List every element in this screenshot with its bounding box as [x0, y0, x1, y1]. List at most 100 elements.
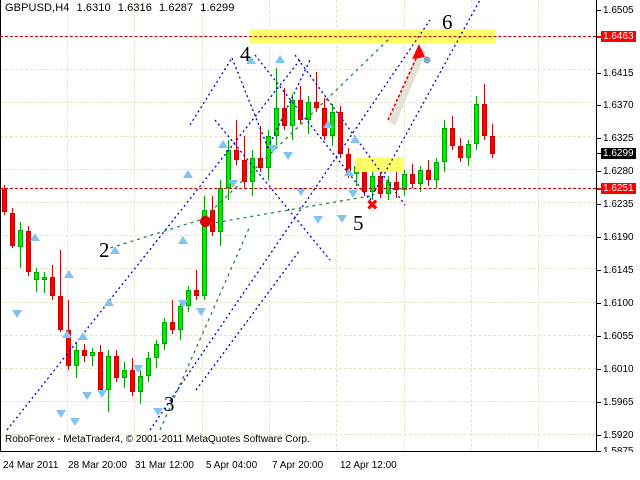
- green-dotted-1: [159, 225, 251, 431]
- price-axis-label: 1.6415: [603, 68, 634, 79]
- price-tick: [597, 237, 601, 238]
- time-axis-label: 12 Apr 12:00: [340, 460, 397, 471]
- candle-body: [170, 322, 175, 330]
- fractal-down-icon: [12, 310, 22, 318]
- candle-body: [186, 290, 191, 306]
- candle-body: [450, 128, 455, 146]
- pattern-label-2: 2: [99, 238, 110, 262]
- candle-wick: [236, 120, 237, 165]
- price-axis-label: 1.6190: [603, 232, 634, 243]
- fractal-up-icon: [62, 330, 72, 338]
- fractal-down-icon: [70, 418, 80, 426]
- gridline-horizontal: [0, 169, 596, 170]
- gridline-horizontal: [0, 235, 596, 236]
- price-tick: [597, 402, 601, 403]
- candle-body: [474, 104, 479, 144]
- price-tick: [597, 204, 601, 205]
- blue-down-2: [254, 54, 371, 201]
- price-scale[interactable]: 1.6505 1.6463 1.6415 1.6370 1.6325 1.6299 1.62…: [597, 0, 640, 457]
- candle-wick: [276, 68, 277, 146]
- level-price-label: 1.6251: [601, 183, 636, 194]
- candle-body: [466, 144, 471, 158]
- gridline-vertical: [269, 0, 270, 452]
- candle-body: [122, 370, 127, 378]
- price-tick: [597, 105, 601, 106]
- price-axis-label: 1.5920: [603, 430, 634, 441]
- green-dotted-2: [109, 219, 201, 249]
- chart-plot-area[interactable]: 2 3 4 5 6 ✖: [0, 0, 596, 452]
- fractal-down-icon: [82, 392, 92, 400]
- fractal-down-icon: [133, 365, 143, 373]
- gridline-vertical: [134, 0, 135, 452]
- fractal-up-icon: [183, 170, 193, 178]
- ohlc-value-2: 1.6316: [117, 2, 152, 14]
- candle-wick: [196, 270, 197, 300]
- candle-body: [114, 356, 119, 378]
- candle-body: [338, 112, 343, 154]
- inner-blue-up: [195, 249, 301, 391]
- gridline-horizontal: [0, 136, 596, 137]
- arrow-anchor-handle[interactable]: [423, 56, 431, 64]
- time-axis-label: 31 Mar 12:00: [135, 460, 194, 471]
- candle-body: [2, 189, 7, 212]
- time-axis-label: 24 Mar 2011: [3, 460, 59, 471]
- support-level: [0, 188, 596, 189]
- gridline-horizontal: [0, 268, 596, 269]
- candle-body: [82, 350, 87, 356]
- pattern-label-3: 3: [164, 392, 175, 416]
- candle-body: [418, 170, 423, 184]
- candle-body: [402, 174, 407, 190]
- price-tick: [597, 138, 601, 139]
- ohlc-value-4: 1.6299: [200, 2, 235, 14]
- candle-body: [442, 128, 447, 162]
- fractal-down-icon: [268, 145, 278, 153]
- fractal-up-icon: [323, 120, 333, 128]
- fractal-up-icon: [275, 55, 285, 63]
- blue-down-3: [294, 54, 406, 206]
- candle-wick: [44, 272, 45, 293]
- price-axis-label: 1.6055: [603, 331, 634, 342]
- fractal-down-icon: [196, 308, 206, 316]
- level-price-label: 1.6463: [601, 31, 636, 42]
- ohlc-value-3: 1.6287: [158, 2, 194, 14]
- candle-body: [314, 102, 319, 108]
- price-tick: [597, 73, 601, 74]
- candle-body: [490, 136, 495, 154]
- fractal-down-icon: [97, 390, 107, 398]
- gridline-vertical: [404, 0, 405, 452]
- fractal-down-icon: [56, 410, 66, 418]
- pattern-label-6: 6: [442, 10, 453, 34]
- gridline-vertical: [336, 0, 337, 452]
- price-tick: [597, 270, 601, 271]
- time-axis-label: 28 Mar 20:00: [68, 460, 127, 471]
- candle-body: [26, 231, 31, 272]
- price-axis-label: 1.5965: [603, 397, 634, 408]
- fractal-up-icon: [104, 298, 114, 306]
- candle-body: [42, 277, 47, 280]
- fractal-up-icon: [178, 236, 188, 244]
- time-axis-label: 5 Apr 04:00: [206, 460, 258, 471]
- plot-right-border: [596, 0, 597, 452]
- price-axis-label: 1.6280: [603, 166, 634, 177]
- price-tick: [597, 435, 601, 436]
- blue-down-1: [214, 119, 331, 261]
- candle-body: [90, 352, 95, 356]
- candle-body: [154, 344, 159, 358]
- time-axis-label: 7 Apr 20:00: [272, 460, 324, 471]
- candle-body: [242, 160, 247, 182]
- gridline-horizontal: [0, 69, 596, 70]
- projection-arrow-head: [412, 44, 425, 59]
- green-dotted-3: [199, 37, 391, 223]
- symbol-ohlc-header: GBPUSD,H4 1.6310 1.6316 1.6287 1.6299: [5, 2, 241, 14]
- time-scale[interactable]: 24 Mar 2011 28 Mar 20:00 31 Mar 12:00 5 Apr…: [0, 452, 640, 480]
- price-tick: [597, 336, 601, 337]
- price-axis-label: 1.5875: [603, 446, 634, 457]
- fractal-down-icon: [313, 216, 323, 224]
- candle-body: [394, 182, 399, 190]
- candle-body: [130, 370, 135, 392]
- candle-body: [482, 104, 487, 136]
- fractal-down-icon: [178, 300, 188, 308]
- price-tick: [597, 10, 601, 11]
- fractal-up-icon: [110, 246, 120, 254]
